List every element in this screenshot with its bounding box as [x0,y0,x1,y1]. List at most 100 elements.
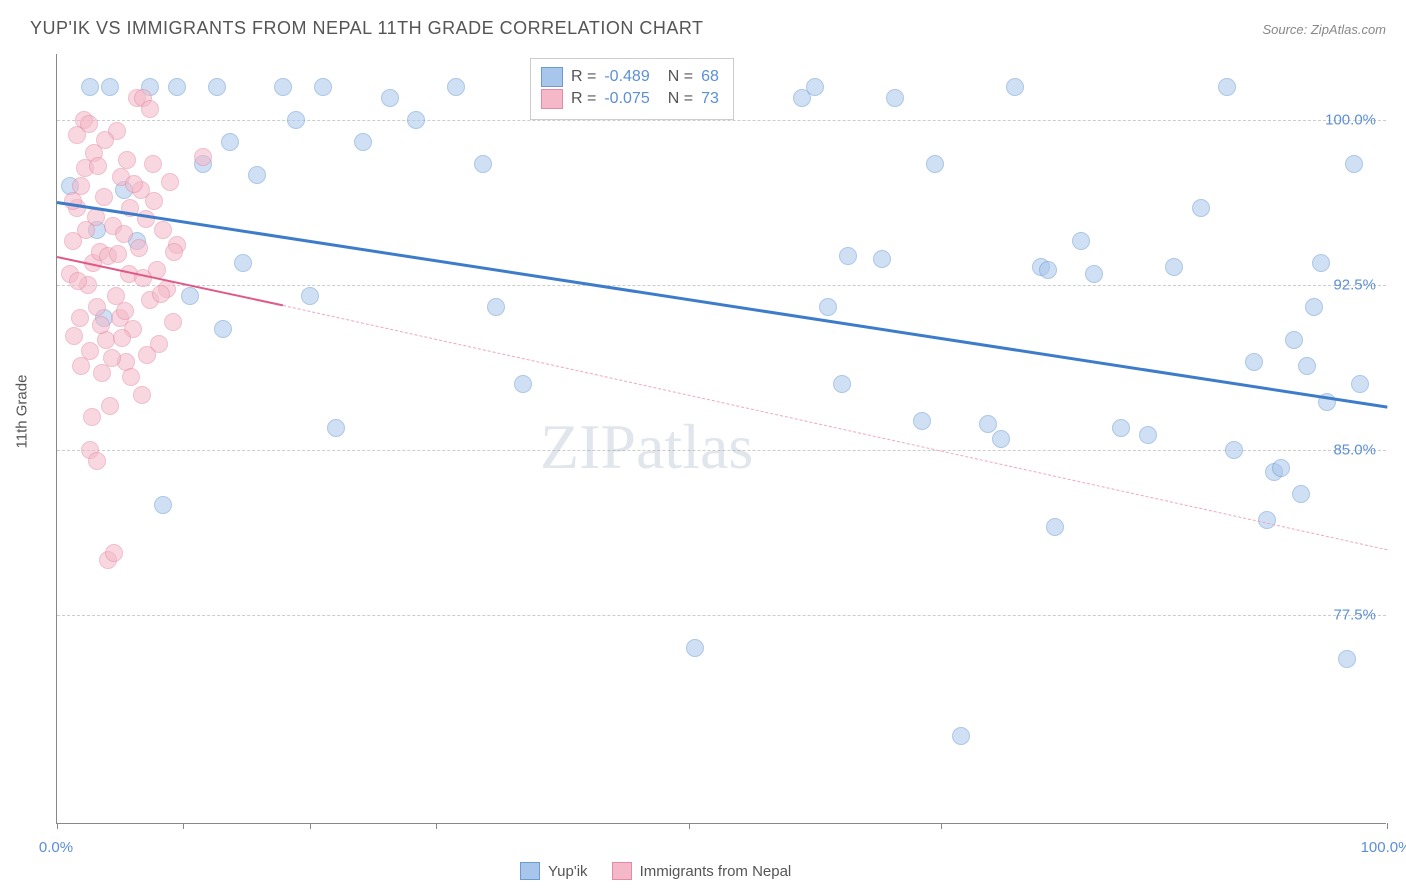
data-point [65,327,83,345]
stat-n-label: N = [668,68,693,86]
data-point [381,89,399,107]
data-point [1345,155,1363,173]
data-point [81,78,99,96]
stats-row: R = -0.489N = 68 [541,67,719,87]
data-point [125,175,143,193]
data-point [1245,353,1263,371]
data-point [301,287,319,305]
data-point [145,192,163,210]
data-point [122,368,140,386]
data-point [1112,419,1130,437]
data-point [88,298,106,316]
data-point [154,496,172,514]
x-tick [689,823,690,829]
data-point [234,254,252,272]
data-point [806,78,824,96]
x-tick [941,823,942,829]
data-point [130,239,148,257]
legend-swatch [612,862,632,880]
legend-swatch [541,67,563,87]
gridline [57,450,1386,451]
data-point [83,408,101,426]
data-point [1165,258,1183,276]
data-point [1285,331,1303,349]
data-point [1225,441,1243,459]
x-tick [1387,823,1388,829]
data-point [474,155,492,173]
data-point [113,329,131,347]
stat-r-label: R = [571,68,596,86]
data-point [89,157,107,175]
chart-title: YUP'IK VS IMMIGRANTS FROM NEPAL 11TH GRA… [30,18,704,39]
data-point [96,131,114,149]
data-point [138,346,156,364]
data-point [1272,459,1290,477]
data-point [514,375,532,393]
legend-label: Immigrants from Nepal [640,863,792,880]
data-point [95,188,113,206]
data-point [952,727,970,745]
data-point [873,250,891,268]
data-point [71,309,89,327]
legend-label: Yup'ik [548,863,588,880]
data-point [161,173,179,191]
data-point [327,419,345,437]
data-point [154,221,172,239]
data-point [407,111,425,129]
data-point [487,298,505,316]
x-tick [57,823,58,829]
data-point [115,225,133,243]
data-point [1292,485,1310,503]
data-point [1192,199,1210,217]
gridline [57,285,1386,286]
x-tick [183,823,184,829]
data-point [1072,232,1090,250]
stat-r-label: R = [571,90,596,108]
data-point [133,386,151,404]
data-point [1218,78,1236,96]
bottom-legend: Yup'ik Immigrants from Nepal [520,862,791,880]
data-point [819,298,837,316]
data-point [248,166,266,184]
data-point [181,287,199,305]
data-point [69,272,87,290]
data-point [1305,298,1323,316]
trend-line [57,201,1387,409]
legend-item: Yup'ik [520,862,588,880]
data-point [287,111,305,129]
data-point [152,285,170,303]
y-tick-label: 92.5% [1333,277,1376,294]
stats-row: R = -0.075 N = 73 [541,89,719,109]
data-point [354,133,372,151]
data-point [1006,78,1024,96]
x-tick-label: 0.0% [39,839,73,856]
data-point [314,78,332,96]
x-tick [310,823,311,829]
stat-n-value: 73 [701,90,719,108]
data-point [101,78,119,96]
data-point [839,247,857,265]
data-point [274,78,292,96]
stat-r-value: -0.075 [604,90,649,108]
data-point [1351,375,1369,393]
data-point [168,78,186,96]
data-point [208,78,226,96]
data-point [1139,426,1157,444]
data-point [886,89,904,107]
data-point [116,302,134,320]
data-point [1046,518,1064,536]
data-point [992,430,1010,448]
y-axis-label: 11th Grade [14,375,31,449]
data-point [1039,261,1057,279]
data-point [72,357,90,375]
y-tick-label: 85.0% [1333,442,1376,459]
data-point [164,313,182,331]
stat-n-label: N = [668,90,693,108]
data-point [101,397,119,415]
plot-area: 77.5%85.0%92.5%100.0% [56,54,1386,824]
data-point [1338,650,1356,668]
x-tick [436,823,437,829]
data-point [105,544,123,562]
stat-n-value: 68 [701,68,719,86]
legend-swatch [541,89,563,109]
